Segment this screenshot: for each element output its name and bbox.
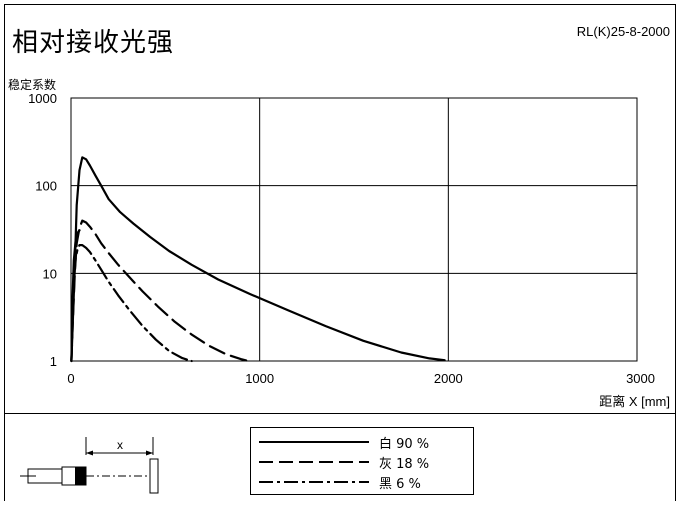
plot-border: [70, 97, 638, 362]
chart-title: 相对接收光强: [12, 28, 175, 58]
chart-tick-labels: 0 1000 2000 3000 1 10 100 1000: [28, 91, 655, 386]
series-line: [70, 244, 193, 363]
y-tick-label: 10: [43, 266, 57, 281]
chart-frame: [4, 4, 676, 501]
legend-label: 灰 18 %: [379, 457, 430, 472]
series-line: [70, 219, 250, 363]
frame-divider: [4, 413, 676, 414]
series-line: [70, 229, 81, 363]
legend-item-white: 白 90 %: [251, 432, 473, 452]
x-axis-label: 距离 X [mm]: [599, 394, 670, 409]
chart-grid: [70, 97, 638, 362]
distance-label: x: [117, 438, 123, 452]
y-tick-label: 100: [35, 179, 57, 194]
legend-label: 黑 6 %: [379, 477, 421, 492]
model-number: RL(K)25-8-2000: [576, 24, 670, 39]
legend-label: 白 90 %: [379, 437, 430, 452]
y-axis-label: 稳定系数: [8, 78, 57, 92]
y-tick-label: 1: [50, 354, 57, 369]
legend-item-gray: 灰 18 %: [251, 452, 473, 472]
chart-legend: 白 90 % 灰 18 % 黑 6 %: [250, 427, 474, 495]
x-tick-label: 1000: [245, 371, 274, 386]
chart-series: [70, 156, 446, 363]
sensor-diagram: x: [20, 437, 159, 494]
legend-item-black: 黑 6 %: [251, 472, 473, 492]
x-tick-label: 0: [67, 371, 74, 386]
series-line: [70, 156, 446, 363]
x-tick-label: 2000: [434, 371, 463, 386]
x-tick-label: 3000: [626, 371, 655, 386]
y-tick-label: 1000: [28, 91, 57, 106]
